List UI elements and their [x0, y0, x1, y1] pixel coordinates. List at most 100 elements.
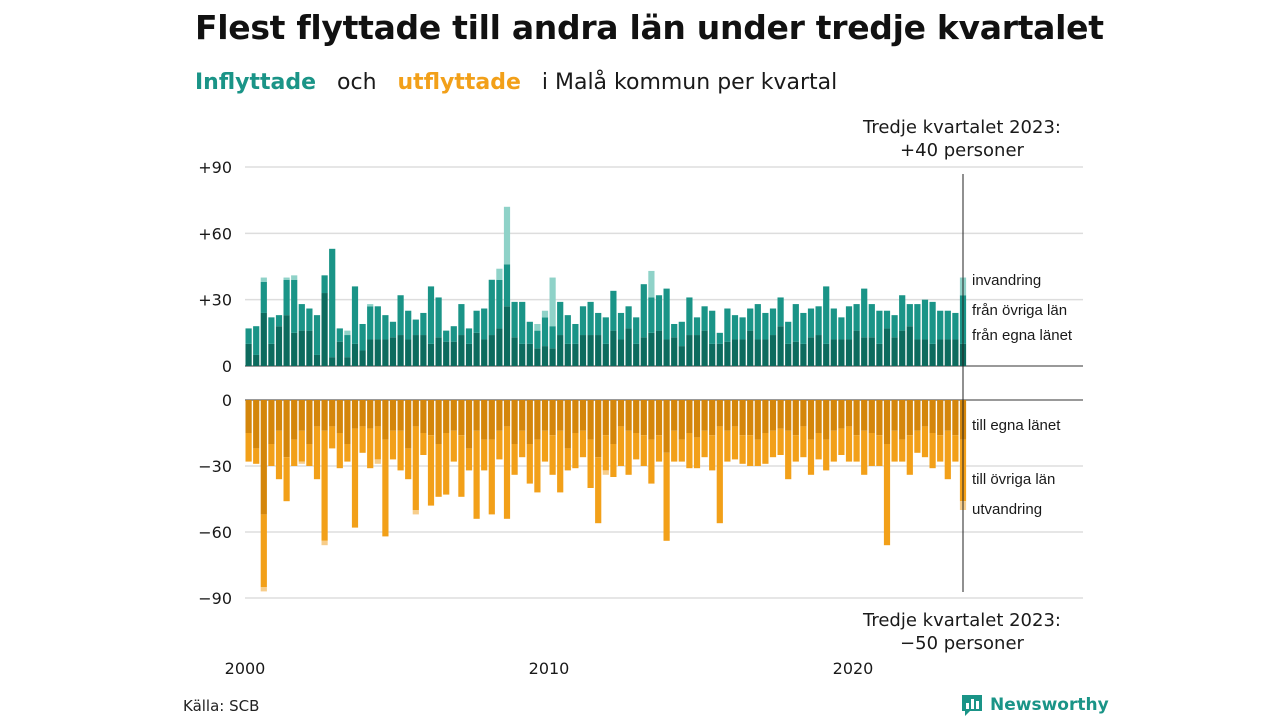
bar-in-1	[868, 304, 875, 338]
bar-in-1	[351, 286, 359, 344]
bar-out-0	[405, 400, 412, 449]
bar-in-0	[883, 328, 891, 366]
bar-in-1	[792, 304, 799, 342]
brand-logo[interactable]: Newsworthy	[960, 692, 1109, 718]
bar-in-1	[253, 326, 260, 355]
bar-out-0	[929, 400, 936, 433]
bar-out-0	[686, 400, 693, 433]
bar-in-0	[587, 335, 594, 366]
bar-out-1	[868, 433, 875, 466]
bar-in-1	[853, 304, 860, 331]
bar-out-1	[298, 430, 305, 462]
bar-out-1	[488, 439, 495, 515]
bar-in-2	[541, 310, 549, 318]
bar-in-0	[397, 335, 404, 366]
bar-out-1	[815, 433, 822, 460]
bar-in-2	[496, 268, 503, 280]
bar-in-1	[283, 279, 290, 316]
bar-out-2	[412, 510, 419, 515]
bar-in-0	[458, 335, 465, 366]
bar-in-1	[458, 304, 465, 336]
bar-out-2	[260, 587, 267, 592]
bar-out-0	[397, 400, 404, 431]
bar-out-0	[625, 400, 632, 431]
bar-out-1	[853, 435, 860, 462]
bar-out-1	[557, 430, 564, 493]
bar-out-0	[579, 400, 587, 431]
bar-in-0	[306, 330, 313, 366]
bar-in-0	[868, 337, 875, 366]
bar-in-1	[921, 299, 929, 340]
bar-in-0	[739, 339, 746, 366]
subtitle-rest: i Malå kommun per kvartal	[541, 70, 838, 95]
bar-in-0	[709, 343, 716, 366]
bar-in-0	[541, 346, 549, 366]
bar-in-1	[777, 297, 784, 327]
bar-in-1	[481, 308, 488, 340]
bar-in-0	[914, 339, 921, 366]
bar-in-0	[655, 330, 663, 366]
bar-in-0	[762, 339, 769, 366]
bar-out-1	[306, 444, 313, 466]
bar-in-1	[557, 301, 564, 336]
bar-in-0	[496, 328, 503, 366]
bar-in-1	[731, 315, 739, 340]
bar-out-0	[876, 400, 883, 436]
bar-out-0	[648, 400, 655, 440]
bar-in-1	[503, 264, 511, 307]
bar-out-1	[458, 435, 465, 497]
brand-name: Newsworthy	[990, 695, 1109, 715]
bar-in-1	[663, 288, 670, 340]
bar-out-1	[359, 426, 366, 453]
bar-out-1	[260, 514, 267, 587]
bar-out-1	[473, 430, 480, 519]
bar-out-1	[549, 435, 556, 475]
bar-out-1	[785, 430, 792, 480]
bar-in-1	[709, 310, 716, 344]
bottom-annotation-line1: Tredje kvartalet 2023:	[862, 610, 1061, 631]
bar-out-0	[465, 400, 473, 449]
bar-in-0	[374, 339, 381, 366]
bar-in-1	[914, 304, 921, 340]
bar-out-1	[336, 433, 343, 469]
bar-in-1	[359, 323, 366, 351]
bar-in-1	[336, 328, 343, 342]
bar-in-0	[937, 339, 944, 366]
bar-in-0	[785, 343, 792, 366]
bar-in-0	[313, 354, 321, 366]
bar-in-1	[465, 328, 473, 344]
bar-in-0	[899, 330, 906, 366]
bar-in-1	[739, 317, 746, 340]
bar-in-1	[298, 304, 305, 331]
bar-out-1	[519, 430, 526, 458]
bar-in-0	[640, 337, 647, 366]
bar-out-1	[686, 433, 693, 469]
bar-out-1	[450, 430, 457, 462]
bar-out-0	[587, 400, 594, 440]
bar-out-1	[739, 435, 746, 464]
top-y-tick-label: 0	[222, 357, 232, 376]
bar-in-0	[876, 343, 883, 366]
bar-in-0	[351, 343, 359, 366]
bar-out-0	[496, 400, 503, 431]
bar-in-2	[291, 275, 298, 280]
bar-in-0	[450, 341, 457, 366]
bar-out-1	[906, 435, 913, 475]
bar-in-0	[481, 339, 488, 366]
bar-in-0	[625, 328, 632, 366]
bar-in-0	[420, 335, 427, 366]
bar-out-1	[344, 444, 351, 462]
bar-out-1	[351, 428, 359, 528]
bar-in-0	[678, 346, 685, 366]
bar-in-0	[610, 330, 617, 366]
bar-in-1	[762, 312, 769, 340]
bar-out-1	[329, 426, 336, 449]
bar-out-0	[602, 400, 609, 436]
bar-in-1	[534, 330, 541, 349]
bar-out-1	[830, 430, 837, 462]
bar-in-0	[526, 343, 533, 366]
bar-out-1	[701, 430, 708, 458]
bar-in-0	[838, 339, 845, 366]
bar-in-1	[321, 275, 328, 294]
bar-out-1	[876, 435, 883, 466]
